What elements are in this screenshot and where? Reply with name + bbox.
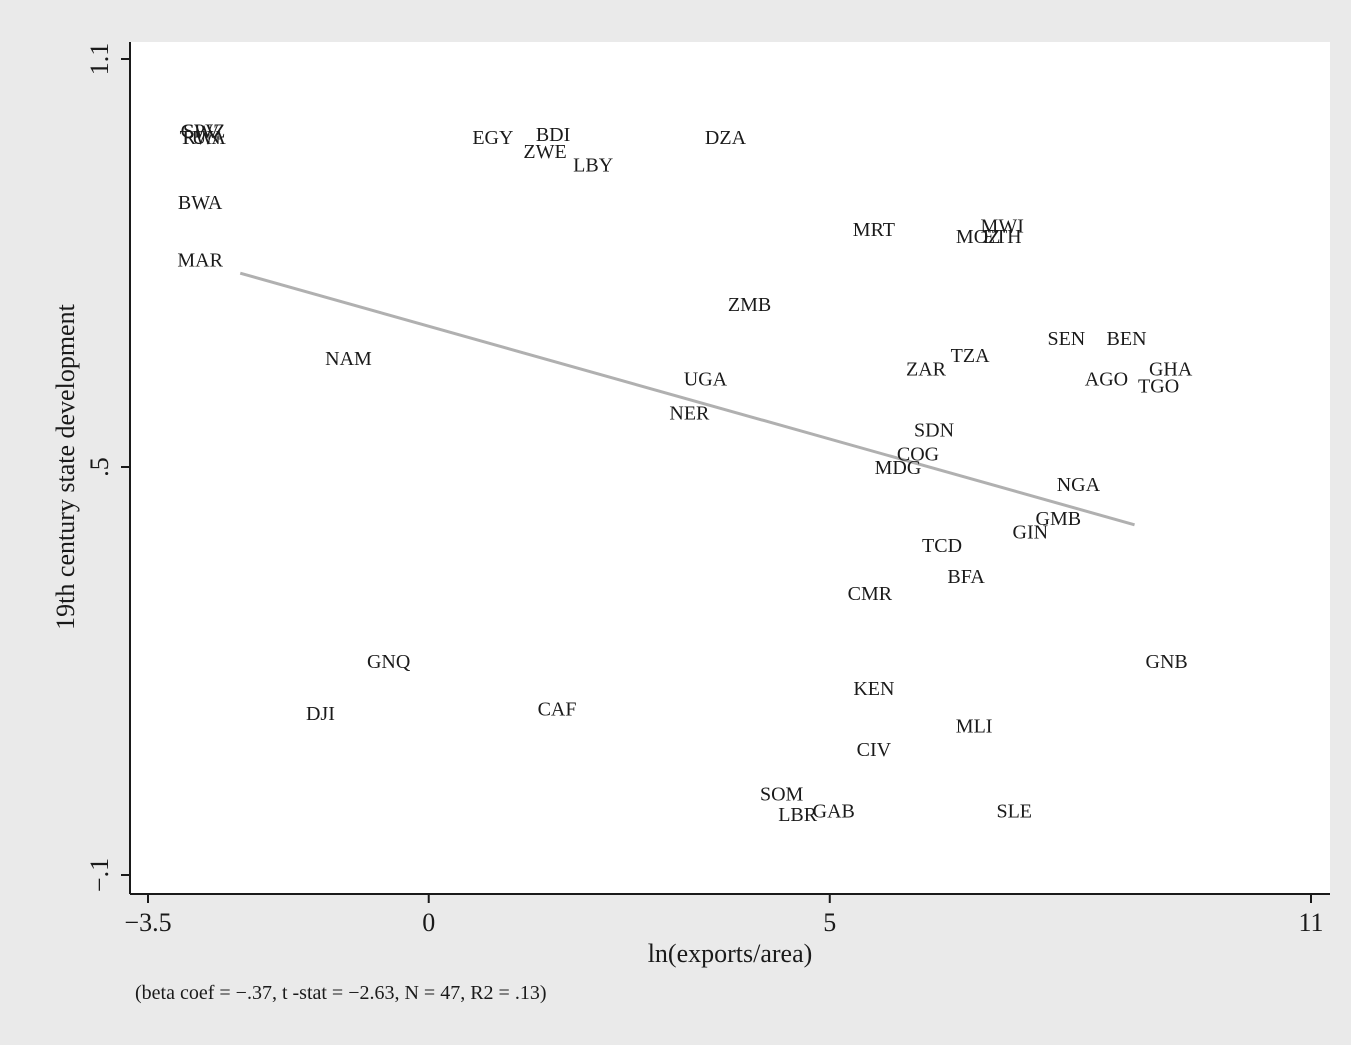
point-label-lby: LBY <box>573 154 613 176</box>
point-label-nga: NGA <box>1057 474 1101 496</box>
point-label-tcd: TCD <box>922 535 962 557</box>
point-label-dza: DZA <box>705 127 747 149</box>
point-label-bfa: BFA <box>947 566 985 588</box>
x-tick-label: 5 <box>823 908 836 937</box>
point-label-dji: DJI <box>306 703 335 725</box>
point-label-gmb: GMB <box>1036 508 1082 530</box>
y-tick-label: .5 <box>85 457 114 477</box>
point-label-lbr: LBR <box>778 804 818 826</box>
point-label-gnb: GNB <box>1146 651 1188 673</box>
point-label-mwi: MWI <box>981 216 1024 238</box>
y-axis-title: 19th century state development <box>51 303 80 629</box>
point-label-egy: EGY <box>472 127 513 149</box>
point-label-zwe: ZWE <box>523 141 566 163</box>
point-label-bwa: BWA <box>178 192 223 214</box>
point-label-cog: COG <box>897 443 939 465</box>
point-label-cmr: CMR <box>848 583 893 605</box>
point-label-zmb: ZMB <box>728 294 771 316</box>
point-label-sen: SEN <box>1047 328 1085 350</box>
point-label-mar: MAR <box>177 250 223 272</box>
point-label-zar: ZAR <box>906 358 947 380</box>
point-label-mdg: MDG <box>875 457 922 479</box>
point-label-tun: TUN <box>180 127 221 149</box>
point-label-ner: NER <box>669 403 710 425</box>
point-label-sdn: SDN <box>914 420 954 442</box>
axes-layer: −.1 .5 1.1 −3.5 0 5 11 <box>85 42 1330 937</box>
point-label-swz: SWZ <box>183 120 225 142</box>
point-label-nam: NAM <box>325 348 372 370</box>
x-tick-label: −3.5 <box>124 908 171 937</box>
plot-area <box>130 42 1330 894</box>
fit-layer <box>239 271 1135 527</box>
point-label-mrt: MRT <box>853 219 895 241</box>
point-label-mli: MLI <box>956 715 993 737</box>
y-tick-label: −.1 <box>85 858 114 892</box>
fit-line <box>239 271 1135 527</box>
point-label-civ: CIV <box>857 739 892 761</box>
point-label-bdi: BDI <box>536 124 570 146</box>
point-label-caf: CAF <box>538 698 577 720</box>
point-label-cpv: CPV <box>181 120 220 142</box>
point-label-eth: ETH <box>983 226 1022 248</box>
point-label-gin: GIN <box>1013 522 1049 544</box>
point-label-gab: GAB <box>813 800 855 822</box>
point-label-gnq: GNQ <box>367 651 411 673</box>
point-label-tza: TZA <box>951 345 990 367</box>
regression-note: (beta coef = −.37, t -stat = −2.63, N = … <box>135 982 547 1004</box>
x-axis-title: ln(exports/area) <box>648 939 813 968</box>
point-label-ago: AGO <box>1085 369 1128 391</box>
x-tick-label: 11 <box>1298 908 1323 937</box>
point-label-tgo: TGO <box>1138 375 1179 397</box>
point-label-ben: BEN <box>1107 328 1147 350</box>
point-label-moz: MOZ <box>956 226 1000 248</box>
point-label-sle: SLE <box>996 800 1032 822</box>
point-label-rwa: RWA <box>182 127 226 149</box>
x-tick-label: 0 <box>422 908 435 937</box>
point-label-uga: UGA <box>684 369 728 391</box>
point-label-ken: KEN <box>853 678 894 700</box>
point-label-gha: GHA <box>1149 358 1193 380</box>
point-label-som: SOM <box>760 783 804 805</box>
y-tick-label: 1.1 <box>85 43 114 76</box>
